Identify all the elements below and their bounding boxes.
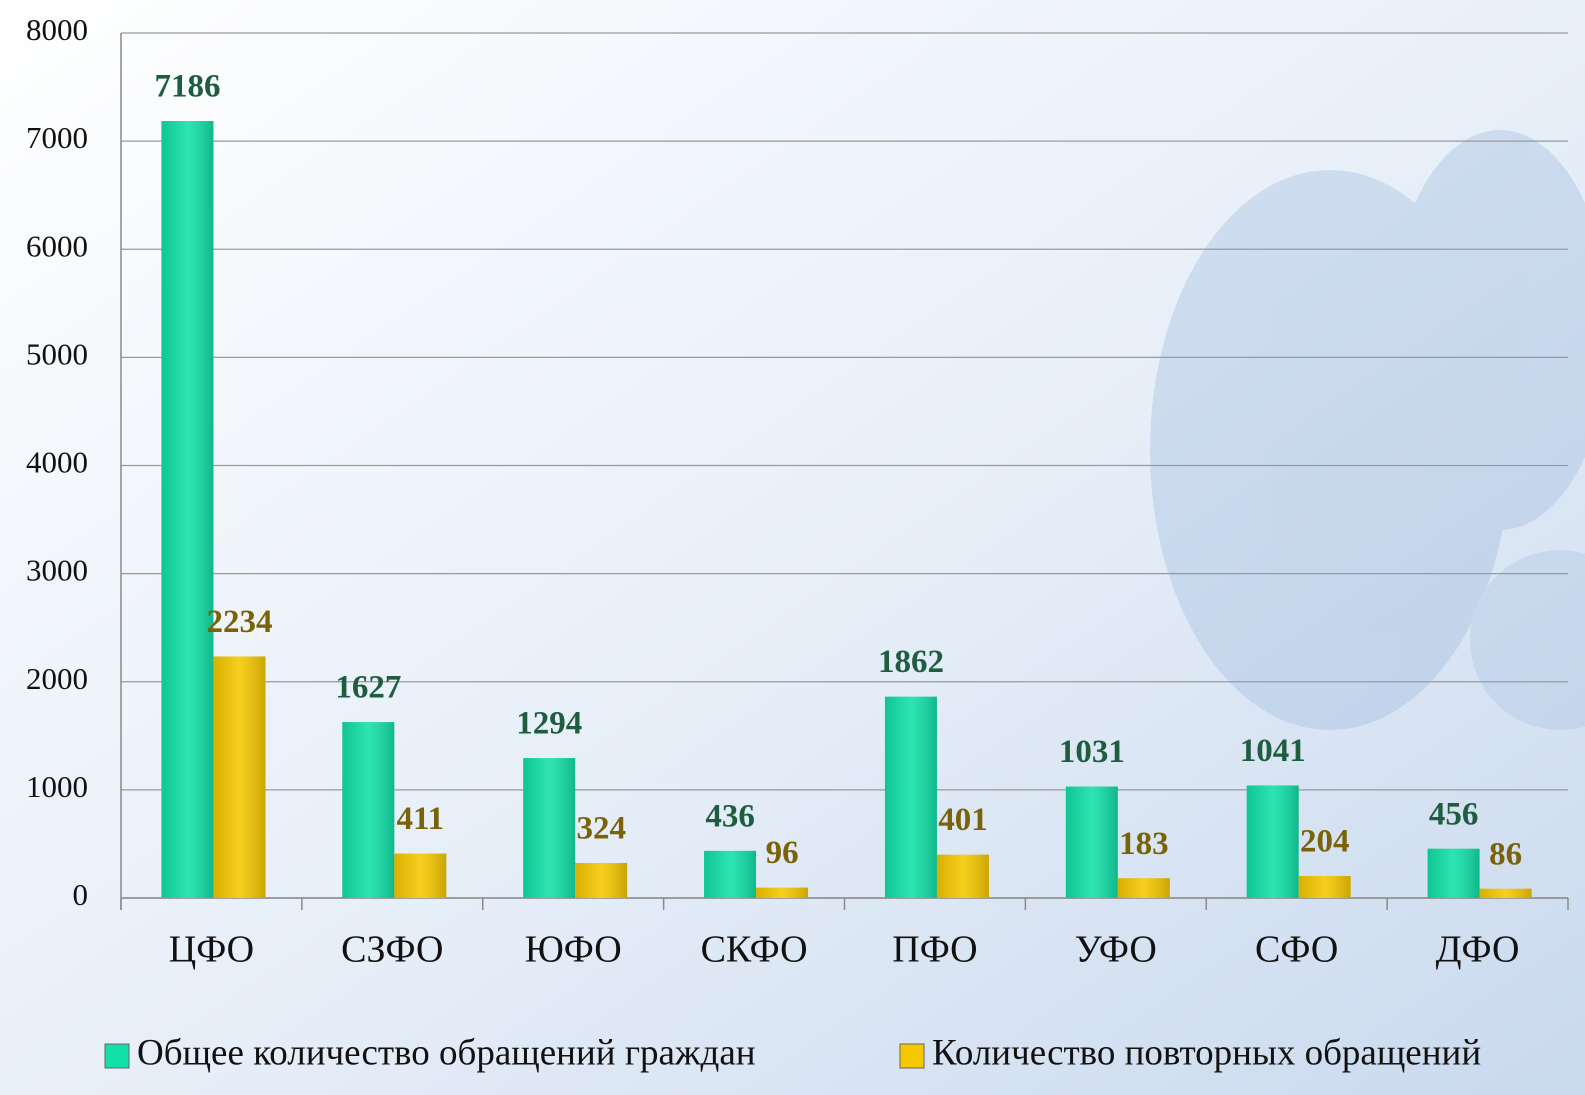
bar-shade — [523, 758, 575, 898]
value-label: 7186 — [154, 69, 220, 105]
y-tick-label: 3000 — [26, 553, 88, 588]
value-label: 204 — [1300, 824, 1350, 860]
value-label: 96 — [766, 835, 799, 871]
value-label: 411 — [396, 801, 444, 837]
value-label: 86 — [1489, 836, 1522, 872]
y-tick-label: 0 — [73, 877, 89, 912]
bar-shade — [1299, 876, 1351, 898]
value-label: 2234 — [206, 604, 272, 640]
bar-shade — [394, 854, 446, 898]
legend-swatch — [900, 1044, 924, 1068]
y-tick-label: 4000 — [26, 445, 88, 480]
value-label: 456 — [1429, 796, 1479, 832]
bar-shade — [213, 656, 265, 898]
x-tick-label: ДФО — [1436, 929, 1520, 971]
bar-shade — [1247, 785, 1299, 898]
value-label: 1294 — [516, 706, 582, 742]
x-tick-label: ЦФО — [169, 929, 254, 971]
bar-shade — [885, 697, 937, 898]
x-tick-label: СКФО — [701, 929, 808, 971]
y-tick-label: 5000 — [26, 336, 88, 371]
bar-shade — [161, 121, 213, 898]
x-tick-label: СФО — [1255, 929, 1338, 971]
value-label: 1041 — [1240, 733, 1306, 769]
chart: 0 1000 2000 3000 4000 5000 6000 7000 8000 ЦФО 7186… — [0, 0, 1585, 1095]
value-label: 183 — [1119, 826, 1169, 862]
y-tick-label: 6000 — [26, 228, 88, 263]
x-tick-label: УФО — [1075, 929, 1157, 971]
bar-shade — [1066, 787, 1118, 898]
x-tick-label: ПФО — [892, 929, 977, 971]
y-tick-label: 7000 — [26, 120, 88, 155]
value-label: 401 — [938, 802, 988, 838]
legend-swatch — [105, 1044, 129, 1068]
x-tick-label: ЮФО — [525, 929, 622, 971]
bar-shade — [1480, 889, 1532, 898]
bar-shade — [1428, 849, 1480, 898]
y-tick-label: 8000 — [26, 12, 88, 47]
legend-label: Общее количество обращений граждан — [137, 1032, 756, 1073]
bar-shade — [756, 888, 808, 898]
legend-label: Количество повторных обращений — [932, 1032, 1481, 1073]
value-label: 1627 — [335, 670, 401, 706]
bar-shade — [342, 722, 394, 898]
y-tick-label: 1000 — [26, 769, 88, 804]
y-tick-label: 2000 — [26, 661, 88, 696]
value-label: 1031 — [1059, 734, 1125, 770]
bar-shade — [1118, 878, 1170, 898]
value-label: 436 — [705, 798, 755, 834]
bar-shade — [704, 851, 756, 898]
bar-shade — [937, 855, 989, 898]
value-label: 1862 — [878, 644, 944, 680]
x-tick-label: СЗФО — [341, 929, 443, 971]
value-label: 324 — [576, 811, 626, 847]
bar-shade — [575, 863, 627, 898]
